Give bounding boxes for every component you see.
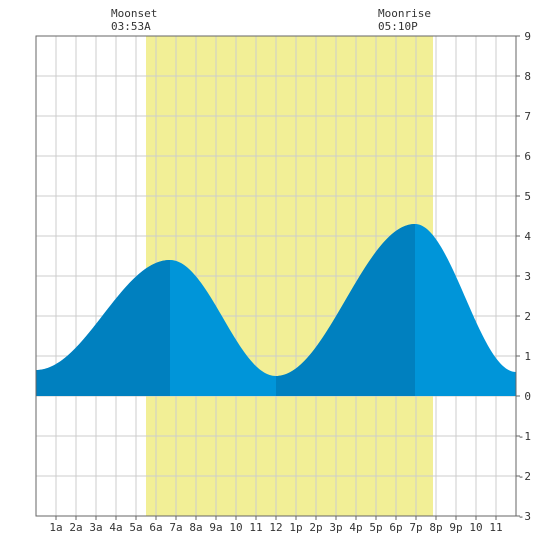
y-tick-label: 5 xyxy=(524,190,531,203)
x-tick-label: 10 xyxy=(469,521,482,534)
x-tick-label: 1a xyxy=(49,521,62,534)
x-tick-label: 5p xyxy=(369,521,382,534)
moonrise-title: Moonrise xyxy=(378,7,431,20)
y-tick-label: 1 xyxy=(524,350,531,363)
y-tick-label: -2 xyxy=(518,470,531,483)
x-tick-label: 12 xyxy=(269,521,282,534)
tide-area-dark xyxy=(36,260,170,396)
moonrise-time: 05:10P xyxy=(378,20,418,33)
moonset-time: 03:53A xyxy=(111,20,151,33)
y-tick-label: 6 xyxy=(524,150,531,163)
y-tick-label: 9 xyxy=(524,30,531,43)
y-tick-label: 4 xyxy=(524,230,531,243)
x-tick-label: 7a xyxy=(169,521,182,534)
x-tick-label: 10 xyxy=(229,521,242,534)
y-tick-label: 7 xyxy=(524,110,531,123)
x-tick-label: 6p xyxy=(389,521,402,534)
x-tick-label: 11 xyxy=(249,521,262,534)
x-tick-label: 11 xyxy=(489,521,502,534)
y-tick-label: -1 xyxy=(518,430,531,443)
moonset-title: Moonset xyxy=(111,7,158,20)
moonset-label: Moonset 03:53A xyxy=(111,7,157,33)
y-tick-label: 2 xyxy=(524,310,531,323)
x-tick-label: 2p xyxy=(309,521,322,534)
x-tick-label: 4a xyxy=(109,521,122,534)
x-tick-label: 8p xyxy=(429,521,442,534)
x-tick-label: 9p xyxy=(449,521,462,534)
tide-area-dark xyxy=(276,224,415,396)
x-tick-label: 1p xyxy=(289,521,302,534)
y-tick-label: 8 xyxy=(524,70,531,83)
moonrise-label: Moonrise 05:10P xyxy=(378,7,431,33)
x-tick-label: 9a xyxy=(209,521,222,534)
x-tick-label: 4p xyxy=(349,521,362,534)
y-tick-label: 3 xyxy=(524,270,531,283)
x-tick-label: 3a xyxy=(89,521,102,534)
x-tick-label: 3p xyxy=(329,521,342,534)
y-tick-label: 0 xyxy=(524,390,531,403)
y-tick-label: -3 xyxy=(518,510,531,523)
x-tick-label: 5a xyxy=(129,521,142,534)
x-tick-label: 2a xyxy=(69,521,82,534)
x-tick-label: 6a xyxy=(149,521,162,534)
x-tick-label: 7p xyxy=(409,521,422,534)
x-tick-label: 8a xyxy=(189,521,202,534)
